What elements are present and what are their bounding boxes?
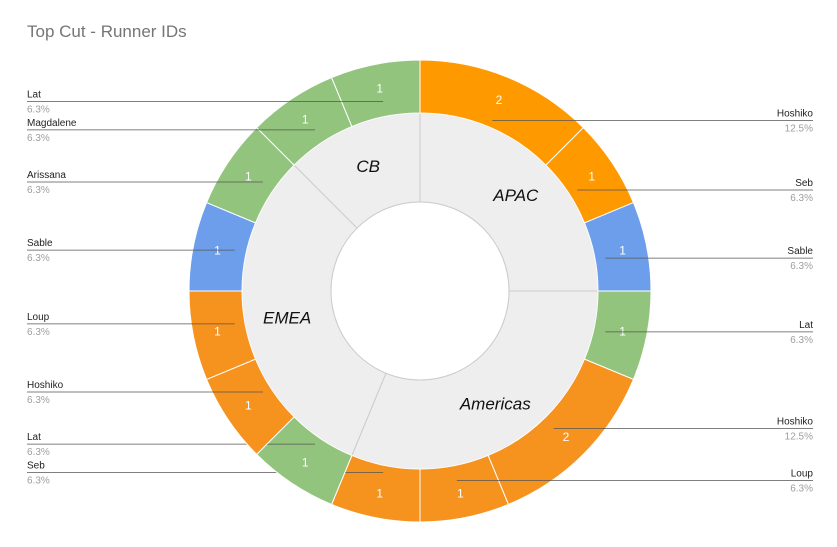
slice-name-label: Seb bbox=[795, 178, 813, 189]
outer-slice-lat bbox=[330, 59, 421, 128]
region-label: Americas bbox=[459, 395, 531, 414]
slice-name-label: Loup bbox=[27, 312, 50, 323]
slice-value-label: 1 bbox=[302, 456, 309, 470]
slice-value-label: 2 bbox=[563, 430, 570, 444]
slice-percent-label: 6.3% bbox=[27, 447, 50, 458]
slice-name-label: Magdalene bbox=[27, 118, 77, 129]
region-label: CB bbox=[356, 157, 380, 176]
slice-percent-label: 6.3% bbox=[790, 261, 813, 272]
center-hole bbox=[330, 201, 510, 381]
slice-percent-label: 6.3% bbox=[27, 253, 50, 264]
slice-percent-label: 6.3% bbox=[27, 475, 50, 486]
slice-name-label: Lat bbox=[799, 320, 813, 331]
slice-value-label: 1 bbox=[302, 112, 309, 126]
slice-name-label: Hoshiko bbox=[777, 108, 814, 119]
slice-name-label: Lat bbox=[27, 432, 41, 443]
slice-value-label: 2 bbox=[496, 93, 503, 107]
slice-value-label: 1 bbox=[214, 324, 221, 338]
slice-value-label: 1 bbox=[376, 81, 383, 95]
region-label: APAC bbox=[492, 186, 539, 205]
slice-percent-label: 6.3% bbox=[27, 395, 50, 406]
slice-percent-label: 6.3% bbox=[27, 133, 50, 144]
slice-percent-label: 6.3% bbox=[790, 193, 813, 204]
slice-value-label: 1 bbox=[457, 487, 464, 501]
slice-value-label: 1 bbox=[245, 399, 252, 413]
slice-value-label: 1 bbox=[376, 487, 383, 501]
chart-title: Top Cut - Runner IDs bbox=[27, 22, 187, 41]
slice-name-label: Loup bbox=[791, 468, 814, 479]
slice-percent-label: 6.3% bbox=[790, 483, 813, 494]
slice-name-label: Sable bbox=[787, 246, 813, 257]
slice-name-label: Sable bbox=[27, 238, 53, 249]
slice-value-label: 1 bbox=[588, 169, 595, 183]
slice-value-label: 1 bbox=[214, 244, 221, 258]
slice-name-label: Arissana bbox=[27, 170, 66, 181]
slice-name-label: Hoshiko bbox=[777, 417, 814, 428]
slice-percent-label: 6.3% bbox=[27, 327, 50, 338]
slice-percent-label: 6.3% bbox=[27, 105, 50, 116]
slice-value-label: 1 bbox=[619, 324, 626, 338]
slice-percent-label: 6.3% bbox=[790, 335, 813, 346]
slice-name-label: Hoshiko bbox=[27, 380, 64, 391]
slice-name-label: Lat bbox=[27, 90, 41, 101]
slice-percent-label: 12.5% bbox=[785, 432, 813, 443]
slice-name-label: Seb bbox=[27, 460, 45, 471]
slice-value-label: 1 bbox=[245, 169, 252, 183]
slice-percent-label: 6.3% bbox=[27, 185, 50, 196]
slice-percent-label: 12.5% bbox=[785, 123, 813, 134]
slice-value-label: 1 bbox=[619, 244, 626, 258]
region-label: EMEA bbox=[263, 308, 311, 327]
